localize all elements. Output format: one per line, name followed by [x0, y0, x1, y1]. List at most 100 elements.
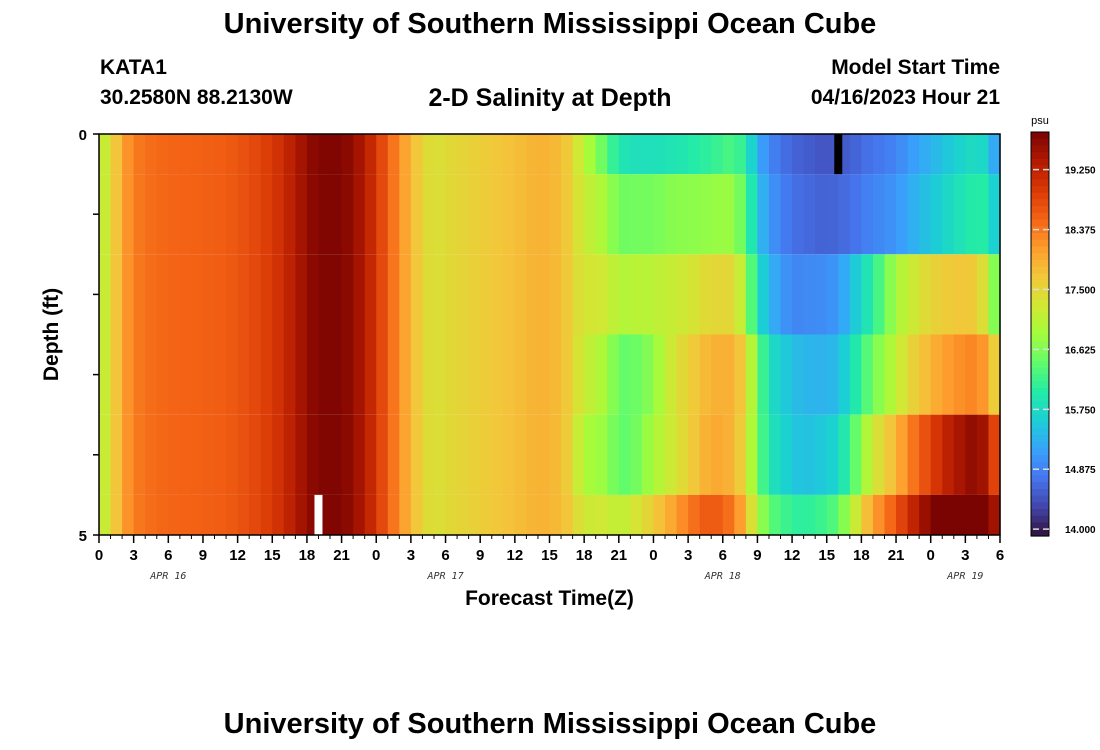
- heatmap-cell: [919, 494, 932, 535]
- colorbar-segment: [1031, 266, 1049, 274]
- heatmap-cell: [168, 174, 181, 255]
- colorbar-segment: [1031, 158, 1049, 167]
- heatmap-cell: [711, 134, 724, 175]
- heatmap-cell: [630, 334, 643, 415]
- heatmap-cell: [306, 134, 320, 175]
- y-axis: 05: [79, 127, 99, 545]
- heatmap-cell: [861, 134, 874, 175]
- heatmap-cell: [491, 414, 504, 495]
- heatmap-cell: [757, 334, 770, 415]
- heatmap-cell: [237, 494, 250, 535]
- heatmap-cell: [711, 174, 724, 255]
- heatmap-cell: [965, 414, 978, 495]
- colorbar-segment: [1031, 488, 1049, 497]
- x-tick-label: 3: [129, 547, 137, 564]
- heatmap-cell: [214, 134, 227, 175]
- heatmap-cell: [907, 334, 920, 415]
- heatmap-cell: [653, 254, 666, 335]
- heatmap-cell: [226, 174, 239, 255]
- heatmap-cell: [572, 174, 585, 255]
- heatmap-cell: [503, 334, 516, 415]
- heatmap-cell: [283, 334, 296, 415]
- heatmap-cell: [364, 414, 377, 495]
- heatmap-cell: [872, 254, 886, 335]
- heatmap-cell: [457, 134, 470, 175]
- heatmap-cell: [537, 174, 551, 255]
- heatmap-cell: [618, 134, 631, 175]
- heatmap-cell: [711, 254, 724, 335]
- heatmap-cell: [191, 254, 204, 335]
- heatmap-cell: [214, 254, 227, 335]
- heatmap-cell: [861, 494, 874, 535]
- colorbar-segment: [1031, 435, 1049, 443]
- heatmap-cell: [422, 174, 435, 255]
- heatmap-cell: [445, 494, 458, 535]
- heatmap-cell: [768, 174, 782, 255]
- heatmap-cell: [110, 134, 123, 175]
- heatmap-cell: [526, 334, 539, 415]
- heatmap-cell: [514, 494, 527, 535]
- heatmap-cell: [514, 254, 527, 335]
- heatmap-cell: [133, 134, 146, 175]
- heatmap-cell: [399, 174, 412, 255]
- heatmap-cell: [387, 254, 400, 335]
- heatmap-cell: [792, 334, 805, 415]
- heatmap-cell: [191, 174, 204, 255]
- heatmap-cell: [526, 494, 539, 535]
- colorbar-segment: [1031, 374, 1049, 382]
- heatmap-cell: [653, 494, 666, 535]
- heatmap-cell: [376, 414, 389, 495]
- heatmap-cell: [272, 414, 285, 495]
- colorbar-segment: [1031, 441, 1049, 450]
- heatmap-cell: [607, 414, 620, 495]
- heatmap-cell: [676, 334, 689, 415]
- heatmap-cell: [792, 414, 805, 495]
- x-date-label: APR 17: [426, 571, 463, 582]
- heatmap-cell: [514, 334, 527, 415]
- colorbar-segment: [1031, 455, 1049, 463]
- heatmap-cell: [433, 494, 447, 535]
- heatmap-cell: [849, 134, 862, 175]
- heatmap-cell: [780, 134, 793, 175]
- heatmap-cell: [387, 494, 400, 535]
- heatmap-cell: [826, 254, 839, 335]
- heatmap-cell: [226, 134, 239, 175]
- heatmap-cell: [202, 134, 216, 175]
- colorbar-segment: [1031, 387, 1049, 396]
- heatmap-cell: [295, 334, 308, 415]
- heatmap-cell: [179, 494, 193, 535]
- heatmap-cell: [237, 174, 250, 255]
- colorbar-segment: [1031, 408, 1049, 416]
- heatmap-cell: [214, 494, 227, 535]
- heatmap-cell: [318, 414, 331, 495]
- heatmap-cell: [815, 254, 828, 335]
- heatmap-cell: [745, 174, 759, 255]
- heatmap-cell: [191, 334, 204, 415]
- heatmap-cell: [491, 254, 504, 335]
- model-start-value: 04/16/2023 Hour 21: [810, 86, 1000, 109]
- heatmap-cell: [595, 134, 608, 175]
- heatmap-cell: [433, 334, 447, 415]
- x-tick-label: 21: [888, 547, 905, 564]
- heatmap-cell: [341, 494, 354, 535]
- heatmap-cell: [526, 174, 539, 255]
- heatmap-cell: [849, 334, 862, 415]
- heatmap-cell: [618, 494, 631, 535]
- heatmap-cell: [572, 134, 585, 175]
- heatmap-cell: [722, 134, 735, 175]
- heatmap-cell: [584, 414, 597, 495]
- x-axis: 0 3 6 9 12 15 18 21 0 3 6 9 12 15 18 21 0 3 6 9 12 15 18 21 0 3 6 A…: [95, 535, 1004, 582]
- heatmap-cell: [503, 494, 516, 535]
- heatmap-cell: [896, 414, 909, 495]
- heatmap-cell: [318, 174, 331, 255]
- heatmap-cell: [214, 334, 227, 415]
- heatmap-cell: [907, 174, 920, 255]
- heatmap-cell: [757, 174, 770, 255]
- heatmap-cell: [745, 414, 759, 495]
- heatmap-cell: [607, 134, 620, 175]
- heatmap-cell: [537, 494, 551, 535]
- heatmap-cell: [861, 414, 874, 495]
- colorbar-segment: [1031, 145, 1049, 153]
- heatmap-cell: [607, 254, 620, 335]
- heatmap-cell: [387, 174, 400, 255]
